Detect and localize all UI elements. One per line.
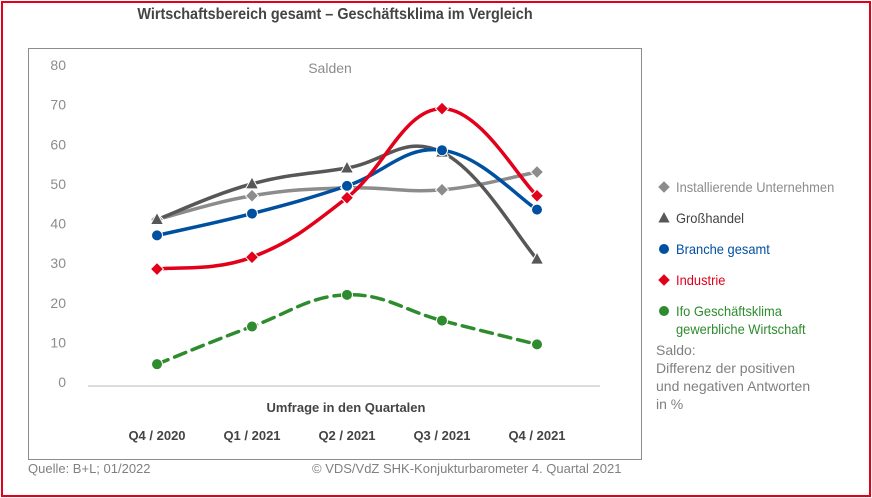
legend-label: Ifo Geschäftsklima gewerbliche Wirtschaf… — [676, 303, 806, 337]
legend-marker-triangle-icon — [656, 209, 676, 231]
saldo-note: Saldo: Differenz der positiven und negat… — [656, 342, 811, 412]
legend-marker-circle-icon — [656, 240, 676, 262]
data-point-ifo-geschäftsklima — [151, 358, 163, 371]
y-tick-label: 20 — [50, 295, 66, 311]
data-point-ifo-geschäftsklima — [246, 320, 258, 333]
data-point-branche-gesamt — [246, 207, 258, 220]
data-point-industrie — [434, 101, 450, 116]
legend-item: Branche gesamt — [656, 240, 848, 262]
legend-symbol — [656, 179, 672, 195]
y-tick-label: 50 — [50, 176, 66, 192]
legend-label: Branche gesamt — [676, 241, 770, 257]
legend-symbol — [658, 243, 670, 255]
legend-marker-circle-icon — [656, 302, 676, 324]
y-tick-label: 60 — [50, 136, 66, 152]
y-tick-label: 30 — [50, 255, 66, 271]
legend-label: Installierende Unternehmen — [676, 179, 835, 195]
data-point-industrie — [149, 261, 165, 277]
series-line-industrie — [155, 106, 539, 271]
chart-subtitle: Salden — [308, 60, 352, 76]
x-tick-label: Q4 / 2021 — [508, 428, 565, 443]
legend-marker-diamond-icon — [656, 271, 676, 293]
y-tick-label: 10 — [50, 334, 66, 350]
y-tick-label: 80 — [50, 57, 66, 73]
series-line-großhandel — [155, 144, 539, 261]
data-point-großhandel — [244, 175, 260, 190]
data-point-branche-gesamt — [151, 229, 163, 242]
data-point-branche-gesamt — [436, 144, 448, 157]
y-tick-label: 40 — [50, 216, 66, 232]
data-point-installierende-unternehmen — [434, 182, 450, 198]
x-tick-label: Q3 / 2021 — [413, 428, 470, 443]
x-tick-label: Q2 / 2021 — [318, 428, 375, 443]
legend-symbol — [658, 305, 670, 317]
data-point-industrie — [244, 249, 260, 265]
x-tick-label: Q4 / 2020 — [128, 428, 185, 443]
data-point-großhandel — [339, 159, 355, 174]
legend-item: Ifo Geschäftsklima gewerbliche Wirtschaf… — [656, 302, 848, 338]
data-point-industrie — [529, 188, 545, 203]
legend-marker-diamond-icon — [656, 178, 676, 200]
x-tick-label: Q1 / 2021 — [223, 428, 280, 443]
copyright-text: © VDS/VdZ SHK-Konjukturbarometer 4. Quar… — [312, 461, 622, 476]
series-line-ifo-geschäftsklima — [155, 293, 539, 366]
legend-label: Großhandel — [676, 210, 745, 226]
data-point-großhandel — [149, 211, 165, 226]
legend-item: Industrie — [656, 271, 848, 293]
chart-title: Wirtschaftsbereich gesamt – Geschäftskli… — [137, 6, 533, 23]
source-text: Quelle: B+L; 01/2022 — [28, 461, 151, 476]
plot-area-border — [28, 48, 642, 460]
legend-item: Installierende Unternehmen — [656, 178, 848, 200]
y-tick-label: 0 — [58, 374, 66, 390]
data-point-ifo-geschäftsklima — [341, 288, 353, 301]
x-axis-title: Umfrage in den Quartalen — [267, 400, 426, 415]
data-point-installierende-unternehmen — [529, 164, 545, 180]
legend: Installierende Unternehmen Großhandel Bran… — [656, 178, 848, 347]
data-point-großhandel — [529, 251, 545, 265]
legend-symbol — [656, 272, 672, 288]
legend-symbol — [656, 209, 672, 224]
data-point-branche-gesamt — [531, 203, 543, 216]
legend-item: Großhandel — [656, 209, 848, 231]
data-point-branche-gesamt — [341, 179, 353, 192]
data-point-ifo-geschäftsklima — [436, 314, 448, 327]
data-point-industrie — [339, 190, 355, 205]
y-tick-label: 70 — [50, 97, 66, 113]
legend-label: Industrie — [676, 272, 726, 288]
data-point-ifo-geschäftsklima — [531, 338, 543, 351]
data-point-installierende-unternehmen — [244, 188, 260, 203]
